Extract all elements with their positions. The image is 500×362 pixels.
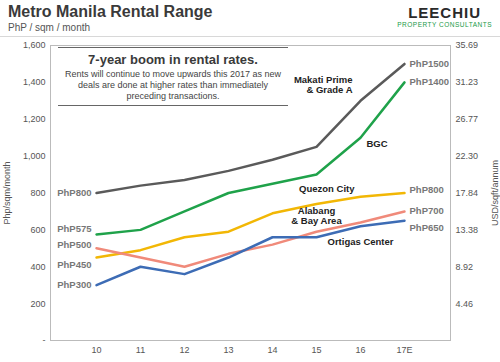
svg-text:31.23: 31.23 <box>456 77 479 87</box>
svg-text:22.30: 22.30 <box>456 151 479 161</box>
svg-text:200: 200 <box>30 299 45 309</box>
svg-text:17.84: 17.84 <box>456 188 479 198</box>
svg-text:4.46: 4.46 <box>456 299 474 309</box>
html-text:PROPERTY CONSULTANTS: PROPERTY CONSULTANTS <box>397 21 492 28</box>
svg-text:PhP450: PhP450 <box>57 259 91 270</box>
html-text:Metro Manila Rental Range: Metro Manila Rental Range <box>8 3 213 20</box>
svg-text:800: 800 <box>30 188 45 198</box>
svg-text:16: 16 <box>355 345 365 355</box>
svg-text:PhP650: PhP650 <box>410 222 444 233</box>
svg-text:Quezon City: Quezon City <box>299 183 355 194</box>
svg-text:13: 13 <box>223 345 233 355</box>
svg-text:Ortigas Center: Ortigas Center <box>328 236 394 247</box>
svg-text:PhP800: PhP800 <box>57 187 91 198</box>
svg-text:600: 600 <box>30 225 45 235</box>
svg-text:1,200: 1,200 <box>23 114 46 124</box>
svg-text:1,000: 1,000 <box>23 151 46 161</box>
html-text:7-year boom in rental rates.: 7-year boom in rental rates. <box>88 52 258 67</box>
svg-text:PhP575: PhP575 <box>57 223 92 234</box>
svg-text:12: 12 <box>179 345 189 355</box>
svg-text:15: 15 <box>311 345 321 355</box>
html-text:Rents will continue to move up: Rents will continue to move upwards this… <box>64 69 282 101</box>
svg-text:PhP700: PhP700 <box>410 205 444 216</box>
svg-text:13.38: 13.38 <box>456 225 479 235</box>
svg-text:14: 14 <box>267 345 277 355</box>
svg-text:35.69: 35.69 <box>456 40 479 50</box>
svg-text:USD/sqft/annum: USD/sqft/annum <box>490 160 500 226</box>
html-text:PhP / sqm / month: PhP / sqm / month <box>8 22 91 33</box>
svg-text:Makati Prime& Grade A: Makati Prime& Grade A <box>294 74 353 95</box>
svg-text:1,600: 1,600 <box>23 40 46 50</box>
svg-text:PhP800: PhP800 <box>410 184 444 195</box>
svg-text:PhP500: PhP500 <box>57 239 91 250</box>
svg-text:8.92: 8.92 <box>456 262 474 272</box>
svg-text:10: 10 <box>91 345 101 355</box>
svg-text:17E: 17E <box>396 345 412 355</box>
svg-text:400: 400 <box>30 262 45 272</box>
svg-text:BGC: BGC <box>367 138 388 149</box>
svg-text:1,400: 1,400 <box>23 77 46 87</box>
svg-text:-: - <box>43 335 46 345</box>
svg-text:Alabang& Bay Area: Alabang& Bay Area <box>291 205 342 226</box>
svg-text:PhP1400: PhP1400 <box>410 76 450 87</box>
svg-text:26.77: 26.77 <box>456 114 479 124</box>
svg-text:Php/sqm/month: Php/sqm/month <box>2 161 12 224</box>
svg-text:11: 11 <box>136 345 145 355</box>
svg-text:PhP300: PhP300 <box>57 279 91 290</box>
svg-text:PhP1500: PhP1500 <box>410 58 450 69</box>
html-text:LEECHIU: LEECHIU <box>408 4 481 21</box>
